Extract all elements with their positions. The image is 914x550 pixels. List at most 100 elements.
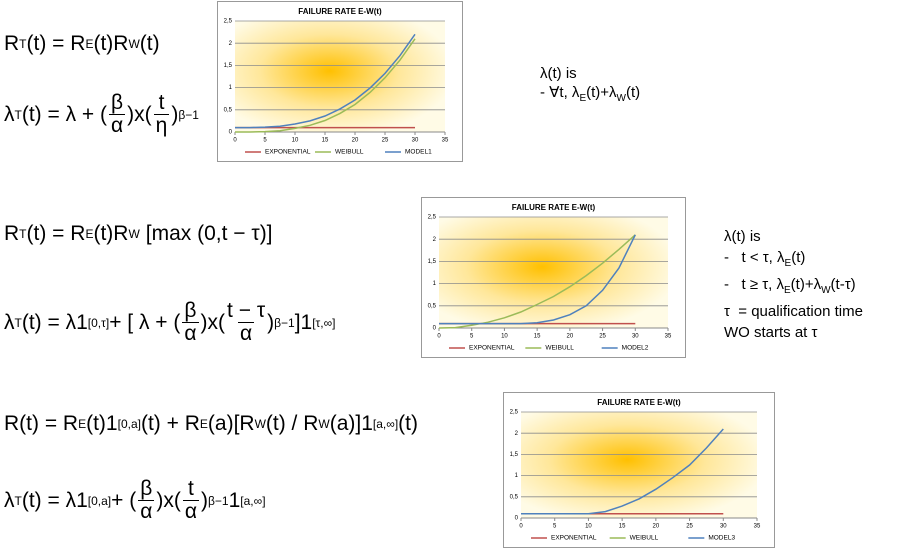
x-tick-label: 15 bbox=[619, 524, 626, 530]
t: T bbox=[19, 37, 27, 51]
t: α bbox=[238, 322, 255, 346]
x-tick-label: 5 bbox=[470, 334, 474, 340]
t: (t) = λ1 bbox=[21, 488, 88, 512]
chart-title: FAILURE RATE E-W(t) bbox=[512, 203, 596, 212]
t: β bbox=[140, 477, 153, 500]
t: ) bbox=[171, 102, 179, 126]
t: (t)+λ bbox=[790, 276, 822, 293]
y-tick-label: 1,5 bbox=[428, 259, 437, 265]
y-tick-label: 0 bbox=[515, 516, 519, 522]
note-line: - ∀t, λE(t)+λW(t) bbox=[540, 83, 640, 108]
t: - ∀t, λ bbox=[540, 84, 580, 101]
y-tick-label: 0,5 bbox=[510, 494, 519, 500]
y-tick-label: 2 bbox=[515, 431, 519, 437]
t: E bbox=[85, 227, 94, 241]
t: )x( bbox=[200, 310, 226, 334]
t: λ(t) is bbox=[724, 228, 761, 245]
x-tick-label: 35 bbox=[754, 524, 761, 530]
t: (t-τ) bbox=[830, 276, 856, 293]
t: η bbox=[153, 114, 170, 138]
t: T bbox=[19, 227, 27, 241]
t: T bbox=[14, 107, 22, 122]
t: λ bbox=[4, 102, 15, 126]
t: (t) = R bbox=[26, 222, 86, 245]
t: 1 bbox=[228, 488, 241, 512]
chart: FAILURE RATE E-W(t) 0 0,5 1 1,5 2 2,5 0 5 10 15 20 2… bbox=[217, 1, 463, 162]
x-tick-label: 0 bbox=[233, 138, 237, 144]
x-tick-label: 35 bbox=[665, 334, 672, 340]
t: α bbox=[109, 114, 126, 138]
y-tick-label: 0,5 bbox=[224, 107, 233, 113]
x-tick-label: 0 bbox=[519, 524, 523, 530]
plot-area bbox=[439, 217, 668, 328]
x-tick-label: 20 bbox=[352, 138, 359, 144]
t: β−1 bbox=[274, 315, 295, 330]
t: )x( bbox=[156, 488, 181, 512]
t: (t)1 bbox=[86, 412, 118, 435]
series-line bbox=[438, 234, 636, 329]
t: β−1 bbox=[208, 493, 229, 508]
t: E bbox=[784, 258, 792, 269]
t: ) bbox=[267, 310, 275, 334]
note: λ(t) is - ∀t, λE(t)+λW(t) bbox=[540, 64, 640, 108]
t: W bbox=[616, 93, 626, 104]
x-tick-label: 20 bbox=[567, 334, 574, 340]
formula: λ T (t) = λ1 [0,τ] + [ λ + (β α)x(t − τ α) β−1… bbox=[4, 299, 336, 346]
legend-label: EXPONENTIAL bbox=[469, 345, 515, 352]
x-tick-label: 10 bbox=[292, 138, 299, 144]
t: [0,a] bbox=[117, 417, 141, 431]
t: W bbox=[254, 417, 266, 431]
t: T bbox=[14, 493, 22, 508]
series-line bbox=[235, 38, 416, 133]
t: T bbox=[14, 315, 22, 330]
t: (t) = λ + ( bbox=[21, 102, 108, 126]
legend-label: MODEL3 bbox=[708, 535, 735, 542]
legend-label: MODEL1 bbox=[405, 149, 432, 156]
note-line: - t ≥ τ, λE(t)+λW(t-τ) bbox=[724, 274, 863, 301]
t: t bbox=[158, 91, 165, 114]
t: [max (0,t − τ)] bbox=[145, 222, 273, 245]
t: W bbox=[128, 227, 140, 241]
t: τ = qualification time bbox=[724, 303, 863, 320]
formula: R T (t) = R E (t)R W [max (0,t − τ)] bbox=[4, 222, 273, 246]
y-tick-label: 1,5 bbox=[224, 63, 233, 69]
note-line: τ = qualification time bbox=[724, 301, 863, 322]
y-tick-label: 2 bbox=[229, 41, 233, 47]
t: (t) bbox=[398, 412, 418, 435]
t: β bbox=[184, 299, 197, 322]
y-tick-label: 2,5 bbox=[224, 19, 233, 25]
x-tick-label: 25 bbox=[382, 138, 389, 144]
t: + ( bbox=[111, 488, 137, 512]
x-tick-label: 10 bbox=[585, 524, 592, 530]
t: (t) bbox=[625, 84, 641, 101]
y-tick-label: 2,5 bbox=[510, 410, 519, 416]
note-line: WO starts at τ bbox=[724, 322, 863, 343]
note-line: λ(t) is bbox=[540, 64, 640, 83]
t: (t) + R bbox=[140, 412, 200, 435]
x-tick-label: 5 bbox=[263, 138, 267, 144]
t: R bbox=[4, 32, 20, 55]
x-tick-label: 5 bbox=[553, 524, 557, 530]
x-tick-label: 30 bbox=[632, 334, 639, 340]
t: E bbox=[199, 417, 208, 431]
t: [a,∞] bbox=[372, 417, 399, 431]
t: E bbox=[78, 417, 87, 431]
note-line: - t < τ, λE(t) bbox=[724, 247, 863, 274]
t: α bbox=[182, 500, 200, 524]
y-tick-label: 1 bbox=[229, 85, 233, 91]
t: - t ≥ τ, λ bbox=[724, 276, 784, 293]
t: (t) = λ1 bbox=[21, 310, 88, 334]
x-tick-label: 15 bbox=[534, 334, 541, 340]
x-tick-label: 10 bbox=[501, 334, 508, 340]
chart-title: FAILURE RATE E-W(t) bbox=[597, 398, 681, 407]
t: (t) / R bbox=[265, 412, 319, 435]
x-tick-label: 0 bbox=[437, 334, 441, 340]
y-tick-label: 0 bbox=[433, 326, 437, 332]
t: λ bbox=[4, 488, 15, 512]
